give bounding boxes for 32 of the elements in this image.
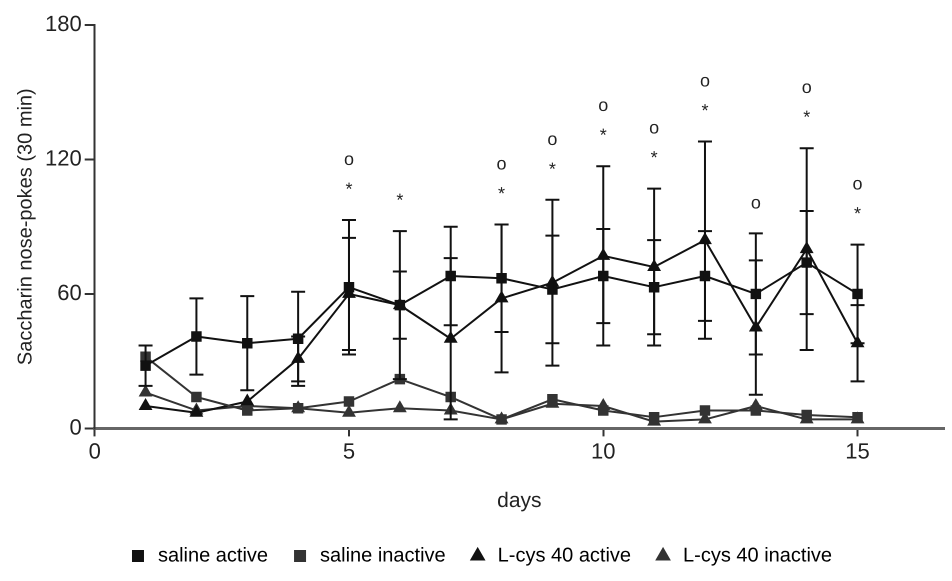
y-tick-label: 180 xyxy=(44,11,82,36)
annotation: o xyxy=(802,77,812,98)
annotation: * xyxy=(803,107,810,128)
legend-label: L-cys 40 active xyxy=(498,544,632,567)
annotation: o xyxy=(700,70,710,91)
annotation: * xyxy=(345,178,352,199)
annotation: * xyxy=(600,125,607,146)
annotation: * xyxy=(396,190,404,210)
y-tick-label: 0 xyxy=(69,414,82,440)
annotation: o xyxy=(344,148,354,169)
annotation: o xyxy=(598,95,608,116)
annotation: * xyxy=(701,100,708,121)
x-tick-label: 15 xyxy=(845,438,870,464)
x-tick-label: 0 xyxy=(88,438,101,464)
y-tick-label: 120 xyxy=(44,146,82,171)
annotation: o xyxy=(496,153,507,174)
legend-label: saline active xyxy=(158,544,268,567)
y-axis-title: Saccharin nose-pokes (30 min) xyxy=(14,88,37,366)
x-tick-label: 5 xyxy=(342,438,356,464)
annotation: * xyxy=(650,148,658,168)
annotation: * xyxy=(548,158,556,179)
y-tick-label: 60 xyxy=(57,280,82,305)
legend-label: saline inactive xyxy=(320,544,446,567)
x-axis-title: days xyxy=(497,489,542,512)
legend-label: L-cys 40 inactive xyxy=(683,544,832,567)
annotation: * xyxy=(498,183,506,204)
x-tick-label: 10 xyxy=(591,438,616,464)
annotation: o xyxy=(852,174,863,194)
annotation: o xyxy=(547,128,558,149)
annotation: o xyxy=(649,118,660,138)
annotation: o xyxy=(750,192,761,212)
annotation: * xyxy=(854,204,862,224)
